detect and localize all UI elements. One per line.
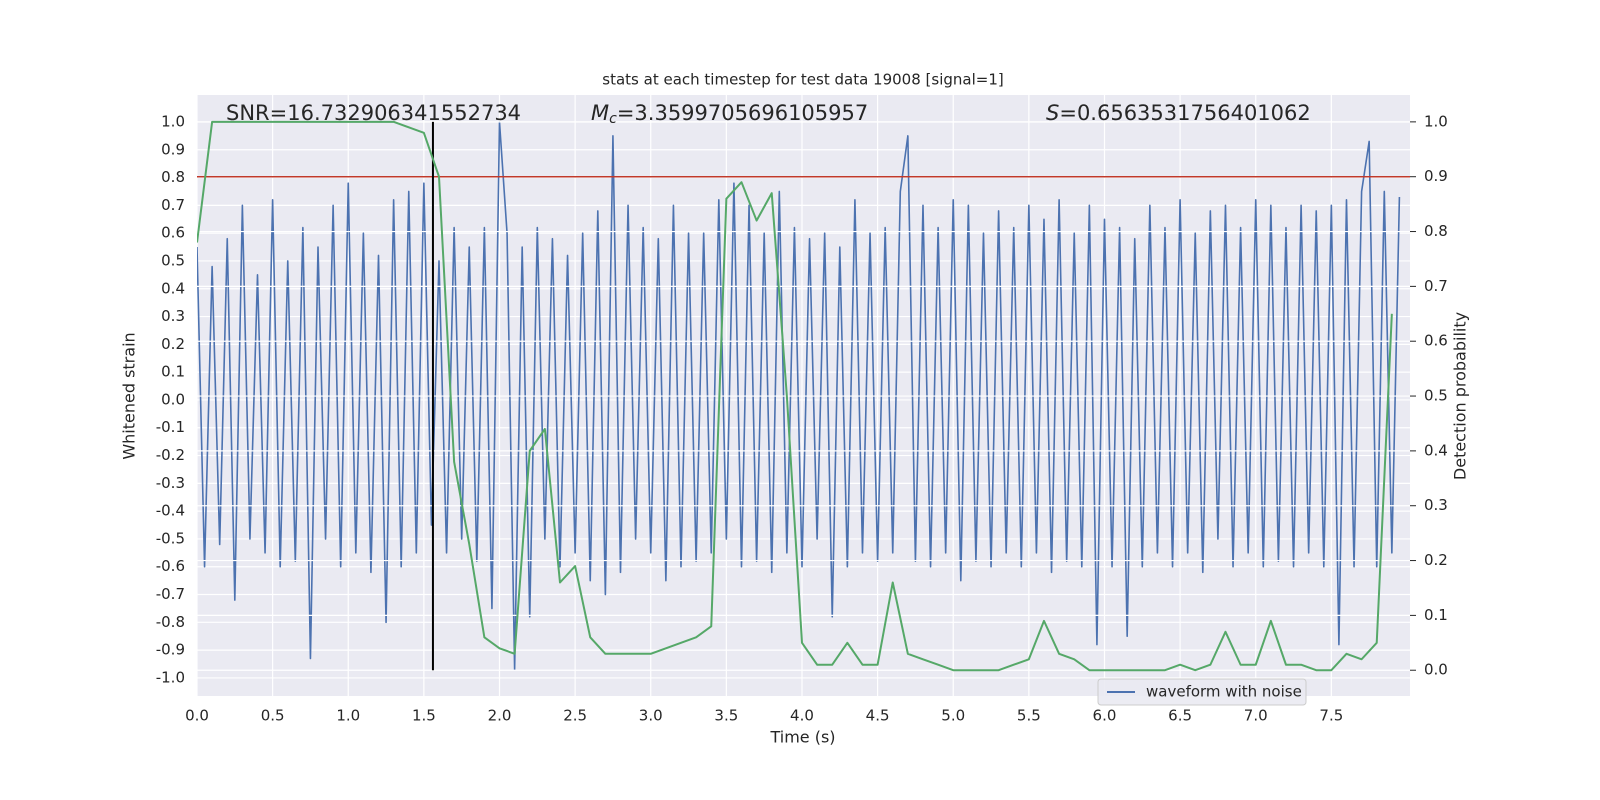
y2-tick-label: 0.1 [1424,606,1448,624]
y2-tick-label: 0.7 [1424,277,1448,295]
y-tick-label: -0.9 [156,641,185,659]
y-axis-label: Whitened strain [120,332,139,459]
y-tick-label: 0.6 [161,224,185,242]
y-tick-label: -0.1 [156,418,185,436]
y-tick-label: 1.0 [161,112,185,130]
y-tick-label: 0.0 [161,390,185,408]
y-tick-label: 0.8 [161,168,185,186]
y-tick-label: 0.5 [161,251,185,269]
y2-tick-label: 0.4 [1424,441,1448,459]
annotation: S=0.6563531756401062 [1046,101,1311,125]
x-tick-label: 6.0 [1093,707,1117,725]
x-tick-label: 3.0 [639,707,663,725]
y-tick-label: -0.4 [156,502,185,520]
x-tick-label: 3.5 [714,707,738,725]
legend-label: waveform with noise [1146,683,1302,701]
y-tick-label: -0.5 [156,529,185,547]
y-tick-label: -1.0 [156,668,185,686]
x-tick-label: 7.5 [1319,707,1343,725]
x-tick-label: 5.0 [941,707,965,725]
y2-tick-label: 0.0 [1424,661,1448,679]
y-tick-label: 0.3 [161,307,185,325]
annotation-symbol: M [591,101,609,125]
x-tick-label: 5.5 [1017,707,1041,725]
annotation-text: =3.3599705696105957 [617,101,868,125]
y-tick-label: -0.2 [156,446,185,464]
annotation: SNR=16.732906341552734 [226,101,521,125]
x-tick-label: 7.0 [1244,707,1268,725]
chart-title: stats at each timestep for test data 190… [602,71,1003,89]
x-tick-label: 0.5 [261,707,285,725]
y-tick-label: 0.2 [161,335,185,353]
x-tick-label: 0.0 [185,707,209,725]
y2-axis-label: Detection probability [1451,312,1470,480]
legend-box [1097,678,1307,706]
y-tick-label: 0.7 [161,196,185,214]
x-tick-label: 1.0 [336,707,360,725]
x-tick-label: 2.5 [563,707,587,725]
x-tick-label: 1.5 [412,707,436,725]
y-tick-label: 0.4 [161,279,185,297]
x-tick-label: 4.5 [866,707,890,725]
series-line [197,120,1393,672]
y-tick-label: -0.6 [156,557,185,575]
y-tick-label: 0.9 [161,140,185,158]
series-line [197,121,1401,671]
y2-tick-label: 0.2 [1424,551,1448,569]
y-tick-label: -0.7 [156,585,185,603]
y-tick-label: 0.1 [161,363,185,381]
y2-tick-label: 0.6 [1424,332,1448,350]
y-tick-label: -0.8 [156,613,185,631]
x-axis-label: Time (s) [769,728,835,747]
annotation-text: SNR=16.732906341552734 [226,101,521,125]
y2-tick-label: 0.3 [1424,496,1448,514]
y-tick-label: -0.3 [156,474,185,492]
y2-tick-label: 1.0 [1424,112,1448,130]
x-tick-label: 6.5 [1168,707,1192,725]
y2-tick-label: 0.8 [1424,222,1448,240]
y2-tick-label: 0.5 [1424,387,1448,405]
annotation: Mc=3.3599705696105957 [591,101,868,127]
annotation-text: =0.6563531756401062 [1059,101,1310,125]
annotation-symbol: S [1046,101,1059,125]
x-tick-label: 2.0 [488,707,512,725]
x-tick-label: 4.0 [790,707,814,725]
annotation-subscript: c [609,111,617,127]
y2-tick-label: 0.9 [1424,167,1448,185]
